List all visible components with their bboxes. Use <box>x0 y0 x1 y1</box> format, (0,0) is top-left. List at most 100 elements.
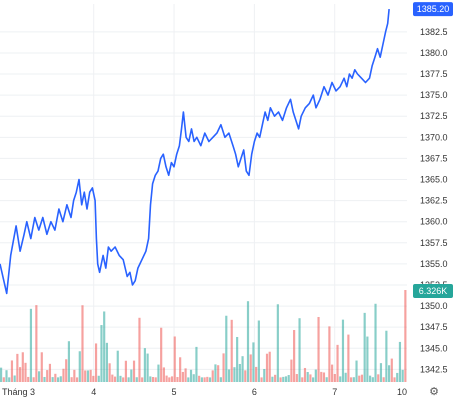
price-series <box>0 9 390 295</box>
volume-bar <box>290 359 293 382</box>
volume-bar <box>268 351 271 382</box>
volume-bar <box>141 377 144 382</box>
volume-bar <box>301 377 304 382</box>
volume-bar <box>358 375 361 382</box>
axis-badges: 1385.20 6.326K <box>413 2 453 298</box>
volume-bar <box>62 368 65 382</box>
volume-bar <box>46 370 49 382</box>
volume-bar <box>37 371 41 382</box>
volume-bar <box>187 377 190 382</box>
volume-bar <box>388 365 391 382</box>
volume-bar <box>333 373 336 382</box>
y-tick-label: 1370.0 <box>420 132 448 142</box>
volume-bar <box>200 377 203 382</box>
volume-bar <box>233 367 236 382</box>
volume-bar <box>206 376 209 382</box>
volume-bar <box>293 330 296 382</box>
volume-bar <box>265 353 269 382</box>
volume-bar <box>108 363 111 382</box>
volume-bar <box>105 342 108 382</box>
y-tick-label: 1382.5 <box>420 27 448 37</box>
x-tick-label: 5 <box>172 387 177 397</box>
volume-bar <box>366 336 369 382</box>
volume-bar <box>59 376 62 382</box>
volume-bar <box>13 375 16 382</box>
volume-bar <box>271 376 274 382</box>
volume-bar <box>113 376 117 382</box>
volume-bar <box>198 375 201 382</box>
volume-bar <box>249 354 252 382</box>
y-tick-label: 1377.5 <box>420 69 448 79</box>
volume-bar <box>32 377 35 382</box>
y-tick-label: 1365.0 <box>420 175 448 185</box>
volume-bar <box>195 346 198 382</box>
volume-bar <box>97 375 100 382</box>
volume-bar <box>341 319 345 382</box>
y-tick-label: 1375.0 <box>420 90 448 100</box>
x-tick-label: 4 <box>91 387 96 397</box>
y-tick-label: 1350.0 <box>420 301 448 311</box>
volume-bars <box>0 290 407 382</box>
volume-bar <box>48 363 52 382</box>
volume-bar <box>214 364 217 382</box>
volume-bar <box>78 351 81 382</box>
y-tick-label: 1342.5 <box>420 364 448 374</box>
y-tick-label: 1355.0 <box>420 259 448 269</box>
volume-bar <box>284 376 288 382</box>
volume-bar <box>227 369 231 382</box>
volume-bar <box>317 316 320 382</box>
volume-bar <box>51 377 54 382</box>
volume-bar <box>360 374 364 382</box>
volume-bar <box>347 334 350 382</box>
volume-bar <box>181 371 184 382</box>
volume-bar <box>236 336 239 382</box>
volume-bar <box>393 377 396 382</box>
volume-bar <box>314 369 317 382</box>
volume-bar <box>116 350 119 382</box>
volume-bar <box>173 336 176 382</box>
volume-bar <box>309 374 312 382</box>
volume-bar <box>138 317 141 382</box>
volume-bar <box>10 360 14 382</box>
volume-bar <box>303 367 307 382</box>
x-tick-label: 6 <box>252 387 257 397</box>
volume-bar <box>179 357 182 382</box>
volume-bar <box>274 374 277 382</box>
volume-bar <box>165 375 168 382</box>
volume-bar <box>160 327 163 382</box>
volume-bar <box>151 377 155 382</box>
volume-bar <box>252 342 255 382</box>
y-tick-label: 1360.0 <box>420 217 448 227</box>
volume-bar <box>374 303 377 382</box>
volume-bar <box>263 368 266 382</box>
volume-bar <box>244 370 247 382</box>
volume-bar <box>238 363 241 382</box>
volume-bar <box>398 341 402 382</box>
volume-bar <box>279 377 282 382</box>
x-axis: Tháng 3 4 5 6 7 10 <box>2 387 407 397</box>
volume-bar <box>312 377 315 382</box>
volume-bar <box>369 375 372 382</box>
x-tick-label: 7 <box>332 387 337 397</box>
volume-bar <box>65 359 68 382</box>
volume-bar <box>295 374 298 382</box>
y-tick-label: 1357.5 <box>420 238 448 248</box>
settings-gear-icon[interactable]: ⚙ <box>429 386 439 398</box>
volume-bar <box>21 352 24 382</box>
y-axis: 1342.51345.01347.51350.01352.51355.01357… <box>420 27 448 375</box>
volume-bar <box>355 360 358 382</box>
volume-bar <box>298 318 301 382</box>
volume-bar <box>81 305 84 382</box>
volume-bar <box>143 348 146 382</box>
volume-bar <box>18 367 22 382</box>
y-tick-label: 1380.0 <box>420 48 448 58</box>
volume-bar <box>379 363 383 382</box>
volume-bar <box>339 376 342 382</box>
y-tick-label: 1372.5 <box>420 111 448 121</box>
volume-bar <box>371 377 374 382</box>
volume-bar <box>363 312 366 382</box>
volume-bar <box>162 367 165 382</box>
volume-bar <box>70 377 73 382</box>
volume-bar <box>24 362 27 382</box>
